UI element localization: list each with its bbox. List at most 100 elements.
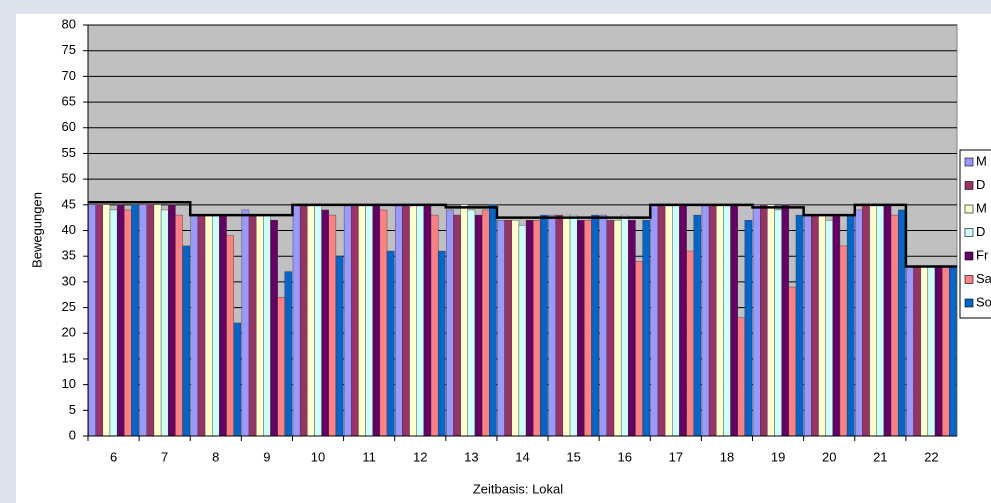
bar — [562, 214, 571, 437]
legend-swatch — [964, 275, 974, 284]
bar — [299, 204, 308, 437]
bar — [591, 214, 599, 437]
bar — [839, 245, 848, 437]
legend-label: D — [976, 177, 985, 192]
bar — [548, 214, 556, 437]
bar — [182, 245, 190, 437]
bar — [219, 214, 227, 437]
bar — [883, 204, 892, 437]
x-tick-label: 20 — [822, 449, 836, 464]
legend-swatch — [964, 228, 974, 237]
x-tick-label: 9 — [263, 449, 270, 464]
x-tick-label: 11 — [362, 449, 376, 464]
bar — [197, 214, 206, 437]
bar — [876, 204, 885, 437]
x-tick-label: 22 — [924, 449, 938, 464]
bar — [255, 214, 264, 437]
y-tick-label: 55 — [62, 145, 76, 160]
y-tick-label: 45 — [62, 196, 76, 211]
bar — [416, 204, 425, 437]
bar — [395, 204, 403, 437]
bar — [409, 204, 417, 437]
bar — [540, 214, 548, 437]
bar — [511, 220, 520, 437]
bar — [686, 250, 694, 437]
bar — [321, 209, 329, 437]
bar — [744, 220, 753, 437]
bar — [102, 204, 111, 437]
bar — [190, 214, 199, 437]
x-tick-label: 19 — [771, 449, 785, 464]
bar — [759, 204, 768, 437]
bar — [153, 204, 162, 437]
legend-label: D — [976, 224, 985, 239]
y-tick-label: 10 — [62, 376, 76, 391]
bar — [168, 204, 176, 437]
bar — [212, 214, 220, 437]
bar — [584, 220, 592, 437]
y-tick-label: 15 — [62, 350, 76, 365]
bar — [497, 220, 505, 437]
bar — [335, 255, 344, 437]
bar — [518, 225, 527, 437]
bar — [379, 209, 388, 437]
bar — [672, 204, 680, 437]
bar — [679, 204, 687, 437]
bar — [708, 204, 717, 437]
bar — [825, 220, 833, 437]
bar — [109, 209, 118, 437]
bar — [372, 204, 381, 437]
bar — [949, 266, 957, 437]
y-tick-label: 75 — [62, 42, 76, 57]
bar — [139, 204, 147, 437]
bar — [204, 214, 213, 437]
bar — [576, 220, 585, 437]
bar — [124, 209, 132, 437]
bar — [430, 214, 439, 437]
bar — [284, 271, 293, 437]
bar — [818, 214, 826, 437]
bar — [402, 204, 410, 437]
bar — [328, 214, 337, 437]
bar — [803, 214, 812, 437]
bar — [693, 214, 702, 437]
bar — [701, 204, 710, 437]
x-tick-label: 18 — [720, 449, 734, 464]
bar — [774, 209, 782, 437]
bar — [460, 204, 469, 437]
bar — [446, 209, 454, 437]
bar — [737, 317, 746, 437]
y-tick-label: 60 — [62, 119, 76, 134]
bar — [292, 204, 301, 437]
bar — [386, 250, 395, 437]
bar — [635, 261, 643, 437]
bar — [525, 220, 534, 437]
y-tick-label: 25 — [62, 299, 76, 314]
bar — [277, 297, 286, 437]
bar — [474, 214, 483, 437]
legend-label: M — [976, 200, 987, 215]
x-axis-label: Zeitbasis: Lokal — [473, 481, 563, 496]
bar — [241, 209, 250, 437]
bar — [307, 204, 315, 437]
bar — [941, 266, 950, 437]
y-tick-label: 50 — [62, 171, 76, 186]
bar — [650, 204, 659, 437]
bar — [555, 214, 564, 437]
y-tick-label: 20 — [62, 325, 76, 340]
bar — [620, 214, 629, 437]
bar — [906, 266, 914, 437]
bar — [95, 204, 104, 437]
x-tick-label: 8 — [212, 449, 219, 464]
bar — [767, 204, 775, 437]
x-tick-label: 6 — [110, 449, 117, 464]
bar — [351, 204, 359, 437]
x-tick-label: 14 — [515, 449, 529, 464]
y-tick-label: 70 — [62, 68, 76, 83]
bar — [781, 204, 790, 437]
bar — [869, 204, 877, 437]
y-tick-label: 40 — [62, 222, 76, 237]
bar — [862, 204, 870, 437]
legend-label: Sa — [976, 271, 991, 286]
